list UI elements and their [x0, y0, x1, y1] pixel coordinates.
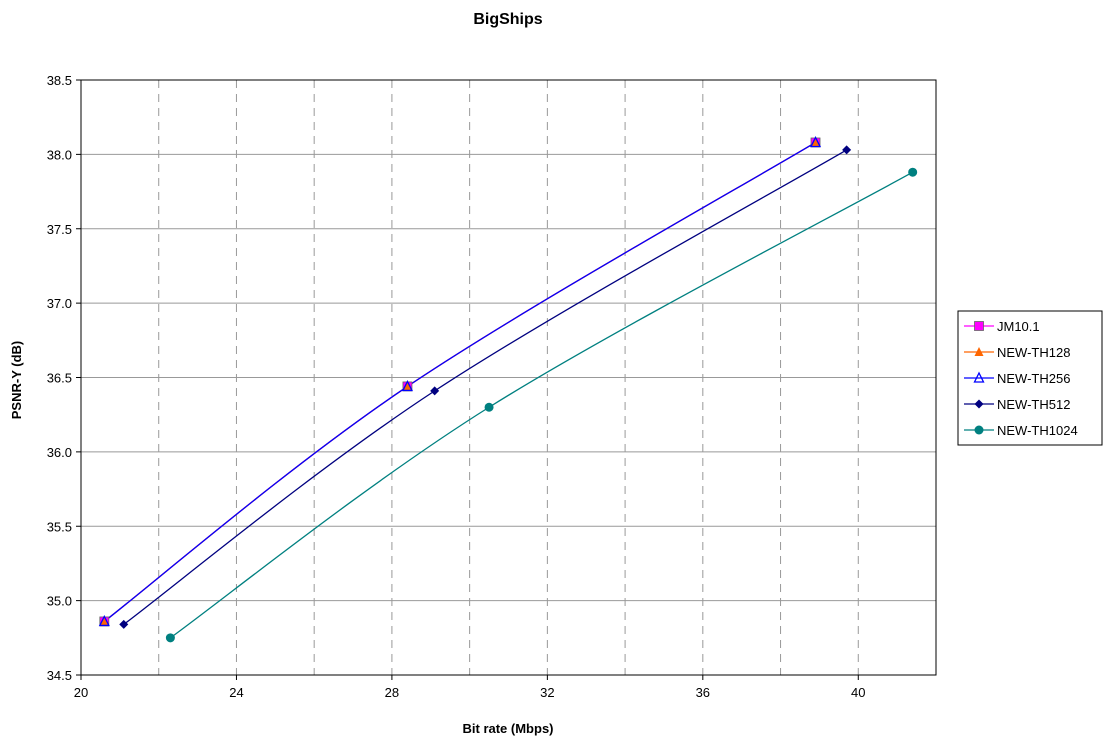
- y-axis: 34.5 35.0 35.5 36.0 36.5 37.0 37.5 38.0 38.5: [47, 73, 81, 683]
- data-point-new-th256: [401, 379, 414, 392]
- data-point-new-th256: [809, 136, 822, 148]
- x-tick-label: 36: [696, 685, 710, 700]
- x-tick-label: 28: [385, 685, 399, 700]
- data-point-new-th128: [811, 137, 821, 147]
- series-line-new-th256: [103, 141, 816, 622]
- x-tick-label: 20: [74, 685, 88, 700]
- data-point-new-th128: [99, 616, 109, 626]
- y-tick-label: 35.0: [47, 594, 72, 609]
- y-tick-label: 37.0: [47, 296, 72, 311]
- data-point-new-th512: [842, 145, 852, 155]
- x-tick-label: 24: [229, 685, 243, 700]
- y-tick-label: 36.5: [47, 371, 72, 386]
- data-point-new-th1024: [908, 167, 918, 177]
- data-point-new-th512: [430, 386, 440, 396]
- series-lines: [103, 141, 913, 639]
- legend-label: NEW-TH256: [997, 371, 1070, 386]
- y-tick-label: 36.0: [47, 445, 72, 460]
- series-line-new-th1024: [170, 171, 913, 639]
- series-line-new-th128: [103, 141, 816, 622]
- legend-label: JM10.1: [997, 319, 1040, 334]
- legend-label: NEW-TH1024: [997, 423, 1078, 438]
- data-point-new-th1024: [165, 633, 175, 643]
- y-tick-label: 35.5: [47, 519, 72, 534]
- y-axis-label: PSNR-Y (dB): [9, 341, 24, 419]
- series-markers: [98, 136, 918, 643]
- x-axis-label: Bit rate (Mbps): [463, 721, 554, 736]
- y-tick-label: 37.5: [47, 222, 72, 237]
- x-tick-label: 40: [851, 685, 865, 700]
- legend-marker: [974, 399, 984, 409]
- data-point-new-th128: [402, 381, 412, 391]
- x-tick-label: 32: [540, 685, 554, 700]
- grid: [81, 80, 936, 675]
- series-line-jm10.1: [103, 141, 816, 622]
- legend-marker: [973, 371, 985, 383]
- chart-title: BigShips: [473, 11, 542, 28]
- y-tick-label: 34.5: [47, 668, 72, 683]
- data-point-new-th512: [119, 619, 129, 629]
- series-line-new-th512: [123, 149, 847, 625]
- legend-marker: [974, 321, 984, 331]
- legend-label: NEW-TH128: [997, 345, 1070, 360]
- legend-label: NEW-TH512: [997, 397, 1070, 412]
- legend-marker: [974, 425, 984, 435]
- data-point-new-th256: [98, 614, 110, 627]
- legend: JM10.1 NEW-TH128 NEW-TH256 NEW-TH512 NEW-TH1…: [957, 310, 1103, 446]
- x-axis: 20 24 28 32 36 40: [74, 675, 866, 700]
- y-tick-label: 38.5: [47, 73, 72, 88]
- legend-marker: [974, 347, 984, 356]
- y-tick-label: 38.0: [47, 147, 72, 162]
- data-point-new-th1024: [484, 402, 494, 412]
